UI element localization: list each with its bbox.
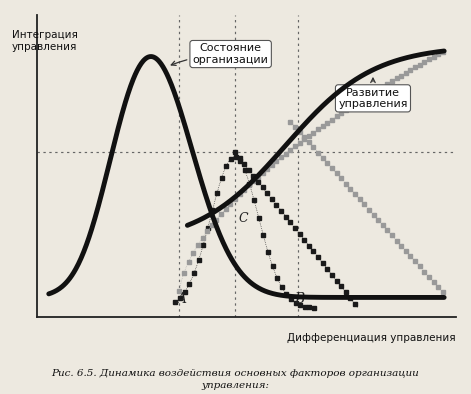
Text: B: B — [295, 292, 305, 306]
Text: Интеграция
управления: Интеграция управления — [12, 30, 78, 52]
Text: Развитие
управления: Развитие управления — [338, 78, 408, 109]
Text: A: A — [176, 292, 186, 306]
Text: Рис. 6.5. Динамика воздействия основных факторов организации
управления:: Рис. 6.5. Динамика воздействия основных … — [52, 369, 419, 390]
Text: C: C — [238, 212, 248, 225]
Text: Состояние
организации: Состояние организации — [171, 43, 268, 65]
Text: Дифференциация управления: Дифференциация управления — [287, 333, 456, 344]
